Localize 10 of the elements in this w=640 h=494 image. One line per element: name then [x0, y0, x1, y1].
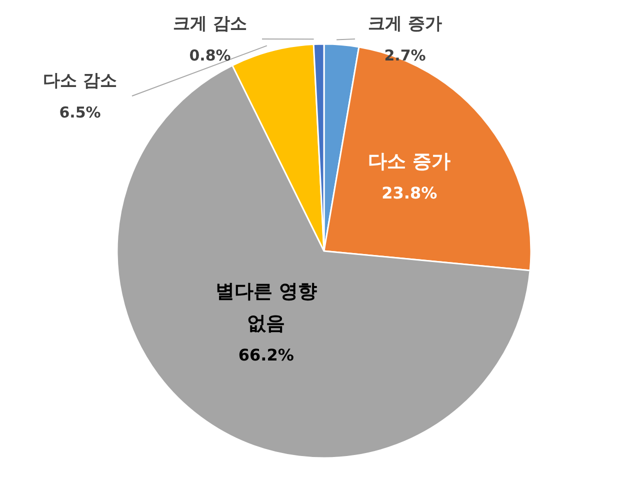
- data-label: 23.8%: [382, 183, 438, 202]
- data-label: 6.5%: [59, 103, 101, 122]
- slice-label: 다소 감소: [43, 70, 117, 91]
- slice-label: 다소 증가: [368, 150, 451, 172]
- data-label: 2.7%: [384, 46, 426, 64]
- slice-label: 크게 증가: [368, 14, 442, 34]
- data-label: 0.8%: [189, 46, 231, 64]
- slice-label: 별다른 영향 없음: [215, 280, 317, 334]
- data-label: 66.2%: [238, 345, 294, 364]
- slice-label: 크게 감소: [173, 14, 247, 34]
